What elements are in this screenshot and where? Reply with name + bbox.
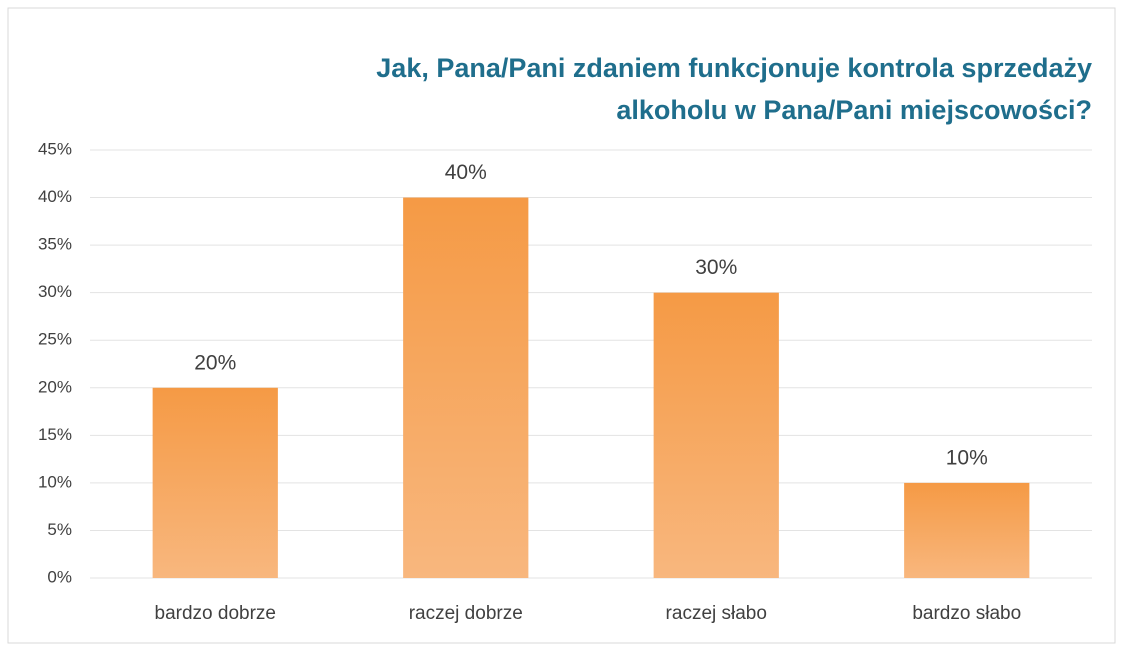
- chart-title: Jak, Pana/Pani zdaniem funkcjonuje kontr…: [376, 53, 1092, 83]
- chart-title: alkoholu w Pana/Pani miejscowości?: [616, 95, 1092, 125]
- bar: [152, 387, 278, 578]
- x-tick-label: raczej słabo: [666, 603, 767, 624]
- data-label: 40%: [445, 161, 487, 184]
- bar: [653, 292, 779, 578]
- y-tick-label: 45%: [38, 139, 72, 158]
- y-tick-label: 40%: [38, 187, 72, 206]
- y-tick-label: 15%: [38, 425, 72, 444]
- data-label: 20%: [194, 351, 236, 374]
- y-tick-label: 0%: [47, 567, 72, 586]
- y-tick-label: 25%: [38, 330, 72, 349]
- y-tick-label: 5%: [47, 520, 72, 539]
- bar: [904, 482, 1030, 578]
- y-tick-label: 30%: [38, 282, 72, 301]
- x-tick-label: bardzo dobrze: [155, 603, 276, 624]
- x-tick-label: bardzo słabo: [912, 603, 1021, 624]
- x-tick-label: raczej dobrze: [409, 603, 523, 624]
- bar: [403, 197, 529, 579]
- chart-border: [7, 7, 1116, 644]
- y-tick-label: 20%: [38, 377, 72, 396]
- y-tick-label: 35%: [38, 235, 72, 254]
- data-label: 30%: [695, 256, 737, 279]
- y-tick-label: 10%: [38, 472, 72, 491]
- data-label: 10%: [946, 446, 988, 469]
